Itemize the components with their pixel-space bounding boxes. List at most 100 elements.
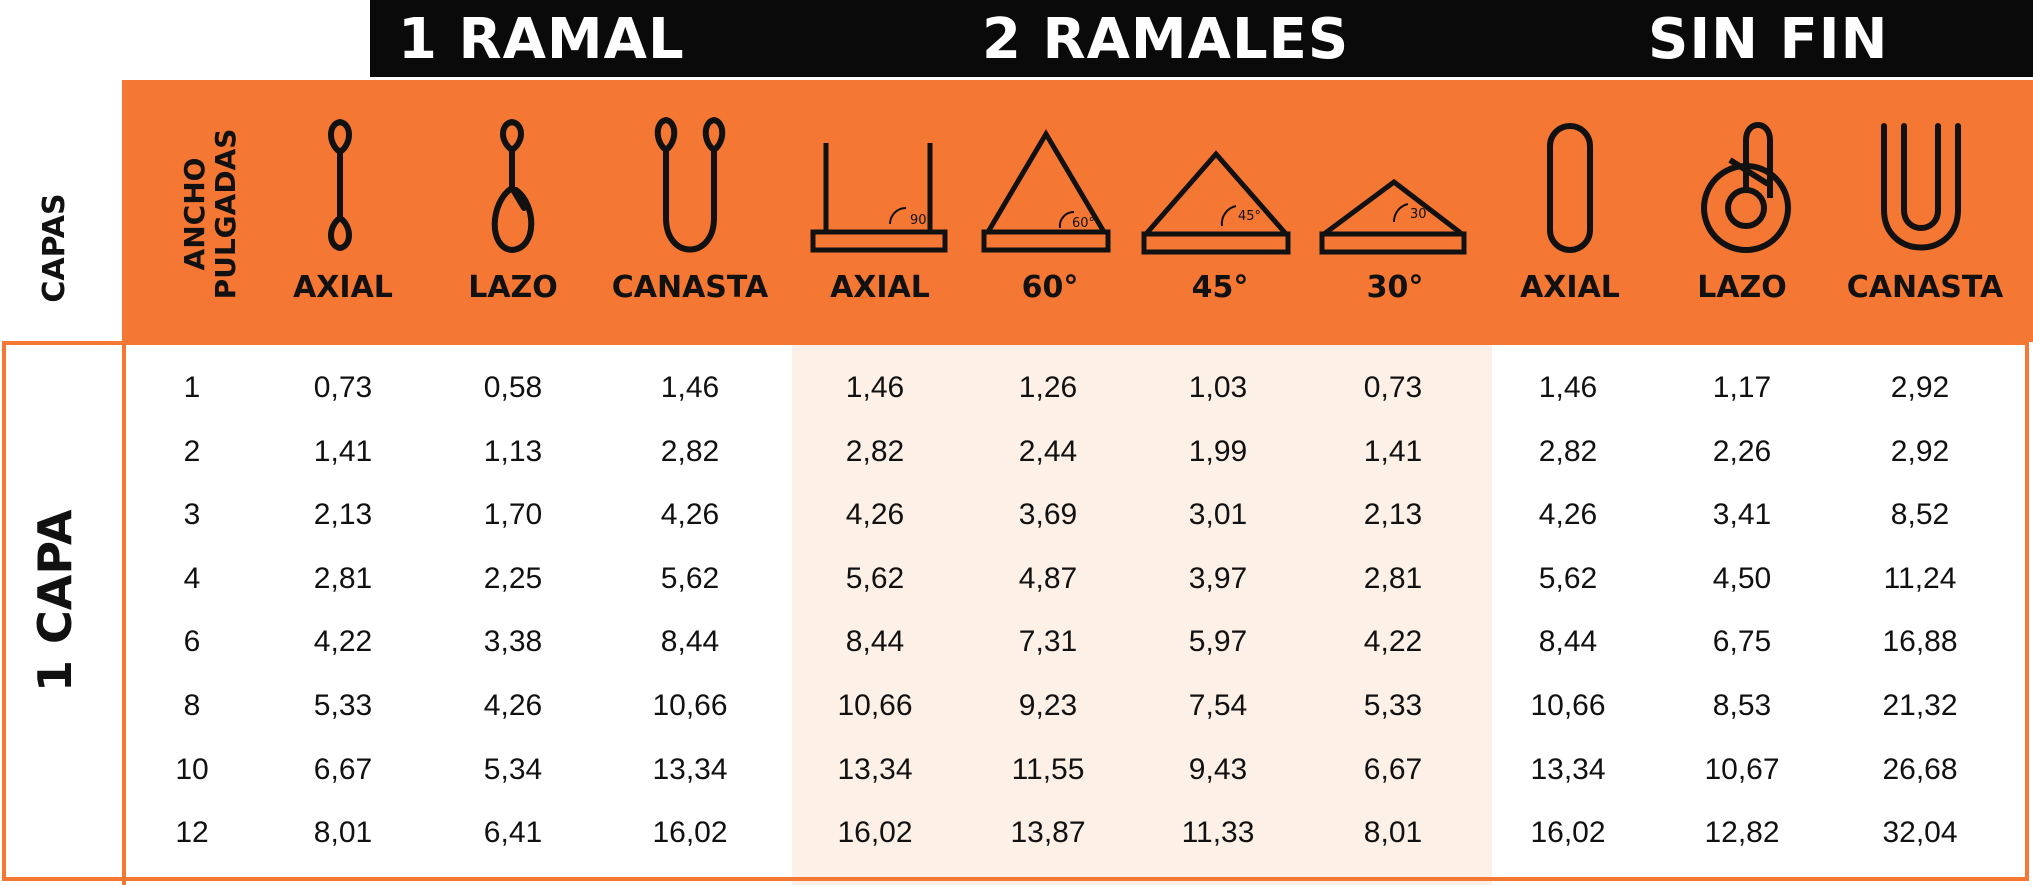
angle-badge-45: 45° — [1238, 209, 1261, 224]
cell-1-ramal-canasta: 16,02 — [652, 816, 728, 849]
cell-2-ramales-45: 1,99 — [1188, 435, 1248, 468]
cell-1-ramal-axial: 2,81 — [313, 562, 373, 595]
cell-2-ramales-30: 2,13 — [1363, 498, 1423, 531]
angle-badge-90: 90° — [910, 213, 933, 228]
cell-2-ramales-30: 6,67 — [1363, 753, 1423, 786]
cell-sin-fin-axial: 10,66 — [1530, 689, 1606, 722]
cell-2-ramales-60: 11,55 — [1011, 753, 1085, 786]
cell-1-ramal-canasta: 10,66 — [652, 689, 728, 722]
cell-2-ramales-axial: 13,34 — [837, 753, 913, 786]
cell-1-ramal-canasta: 4,26 — [660, 498, 720, 531]
cell-2-ramales-axial: 8,44 — [845, 625, 905, 658]
cell-2-ramales-45: 3,01 — [1188, 498, 1248, 531]
col-header-sin-fin-lazo: LAZO — [1697, 270, 1787, 305]
cell-sin-fin-lazo: 2,26 — [1712, 435, 1772, 468]
col-header-sin-fin-canasta: CANASTA — [1846, 270, 2004, 305]
cell-2-ramales-60: 4,87 — [1018, 562, 1078, 595]
cell-sin-fin-axial: 5,62 — [1538, 562, 1598, 595]
col-header-2-ramales-axial: AXIAL — [830, 270, 930, 305]
cell-ancho: 12 — [175, 816, 209, 849]
cell-ancho: 8 — [183, 689, 201, 722]
cell-2-ramales-60: 1,26 — [1018, 371, 1078, 404]
cell-sin-fin-axial: 13,34 — [1530, 753, 1606, 786]
cell-sin-fin-canasta: 16,88 — [1882, 625, 1958, 658]
cell-2-ramales-60: 7,31 — [1018, 625, 1078, 658]
section-label-1-capa: 1 CAPA — [28, 509, 82, 692]
ancho-header-line2: PULGADAS — [209, 128, 242, 300]
cell-sin-fin-axial: 2,82 — [1538, 435, 1598, 468]
cell-sin-fin-lazo: 4,50 — [1712, 562, 1772, 595]
cell-sin-fin-lazo: 3,41 — [1712, 498, 1772, 531]
cell-1-ramal-lazo: 5,34 — [483, 753, 543, 786]
cell-sin-fin-axial: 1,46 — [1538, 371, 1598, 404]
cell-1-ramal-axial: 6,67 — [313, 753, 373, 786]
cell-2-ramales-45: 11,33 — [1181, 816, 1255, 849]
cell-1-ramal-axial: 1,41 — [313, 435, 373, 468]
cell-1-ramal-axial: 0,73 — [313, 371, 373, 404]
cell-ancho: 2 — [183, 435, 201, 468]
cell-2-ramales-45: 5,97 — [1188, 625, 1248, 658]
column-header-band — [122, 80, 2033, 342]
cell-sin-fin-lazo: 1,17 — [1712, 371, 1772, 404]
cell-2-ramales-axial: 1,46 — [845, 371, 905, 404]
cell-1-ramal-canasta: 5,62 — [660, 562, 720, 595]
cell-2-ramales-60: 13,87 — [1010, 816, 1086, 849]
col-header-2-ramales-30: 30° — [1366, 270, 1424, 305]
cell-sin-fin-lazo: 8,53 — [1712, 689, 1772, 722]
cell-1-ramal-axial: 5,33 — [313, 689, 373, 722]
cell-sin-fin-canasta: 2,92 — [1890, 371, 1950, 404]
col-header-1-ramal-axial: AXIAL — [293, 270, 393, 305]
cell-1-ramal-lazo: 0,58 — [483, 371, 543, 404]
cell-sin-fin-axial: 4,26 — [1538, 498, 1598, 531]
endless-choker-icon — [1701, 122, 1791, 253]
cell-ancho: 4 — [183, 562, 201, 595]
col-header-sin-fin-axial: AXIAL — [1520, 270, 1620, 305]
cell-2-ramales-axial: 16,02 — [837, 816, 913, 849]
capas-header-label: CAPAS — [37, 193, 72, 303]
cell-1-ramal-canasta: 13,34 — [652, 753, 728, 786]
two-leg-60-icon: 60° — [981, 129, 1111, 253]
cell-2-ramales-45: 1,03 — [1188, 371, 1248, 404]
col-header-2-ramales-45: 45° — [1191, 270, 1249, 305]
angle-badge-30: 30° — [1410, 207, 1433, 222]
cell-1-ramal-lazo: 3,38 — [483, 625, 543, 658]
group-title-sin-fin: SIN FIN — [1648, 7, 1889, 72]
angle-badge-60: 60° — [1072, 216, 1095, 231]
ancho-header-line1: ANCHO — [178, 157, 211, 271]
cell-sin-fin-canasta: 11,24 — [1883, 562, 1957, 595]
cell-2-ramales-axial: 4,26 — [845, 498, 905, 531]
cell-2-ramales-45: 9,43 — [1188, 753, 1248, 786]
cell-2-ramales-60: 9,23 — [1018, 689, 1078, 722]
cell-2-ramales-axial: 2,82 — [845, 435, 905, 468]
data-table-frame — [2, 341, 2029, 881]
sling-choker-icon — [491, 118, 535, 254]
cell-1-ramal-canasta: 8,44 — [660, 625, 720, 658]
cell-ancho: 3 — [183, 498, 201, 531]
two-leg-shaded-block — [792, 342, 1492, 885]
two-leg-vertical-icon: 90° — [810, 143, 948, 253]
cell-1-ramal-lazo: 4,26 — [483, 689, 543, 722]
group-header-bar — [370, 0, 2033, 77]
cell-2-ramales-45: 3,97 — [1188, 562, 1248, 595]
cell-sin-fin-axial: 16,02 — [1530, 816, 1606, 849]
cell-ancho: 6 — [183, 625, 201, 658]
capas-header-cell — [0, 80, 122, 342]
cell-sin-fin-lazo: 12,82 — [1704, 816, 1780, 849]
cell-sin-fin-canasta: 26,68 — [1882, 753, 1958, 786]
cell-1-ramal-axial: 2,13 — [313, 498, 373, 531]
col-header-1-ramal-lazo: LAZO — [468, 270, 558, 305]
two-leg-45-icon: 45° — [1141, 150, 1291, 255]
cell-2-ramales-30: 8,01 — [1363, 816, 1423, 849]
cell-sin-fin-canasta: 8,52 — [1890, 498, 1950, 531]
sling-basket-icon — [654, 116, 726, 253]
cell-2-ramales-60: 3,69 — [1018, 498, 1078, 531]
cell-2-ramales-30: 5,33 — [1363, 689, 1423, 722]
endless-basket-icon — [1881, 123, 1961, 251]
cell-2-ramales-axial: 10,66 — [837, 689, 913, 722]
cell-2-ramales-30: 2,81 — [1363, 562, 1423, 595]
col-header-2-ramales-60: 60° — [1021, 270, 1079, 305]
cell-1-ramal-canasta: 1,46 — [660, 371, 720, 404]
cell-2-ramales-45: 7,54 — [1188, 689, 1248, 722]
cell-1-ramal-lazo: 1,13 — [483, 435, 543, 468]
cell-sin-fin-canasta: 32,04 — [1882, 816, 1958, 849]
